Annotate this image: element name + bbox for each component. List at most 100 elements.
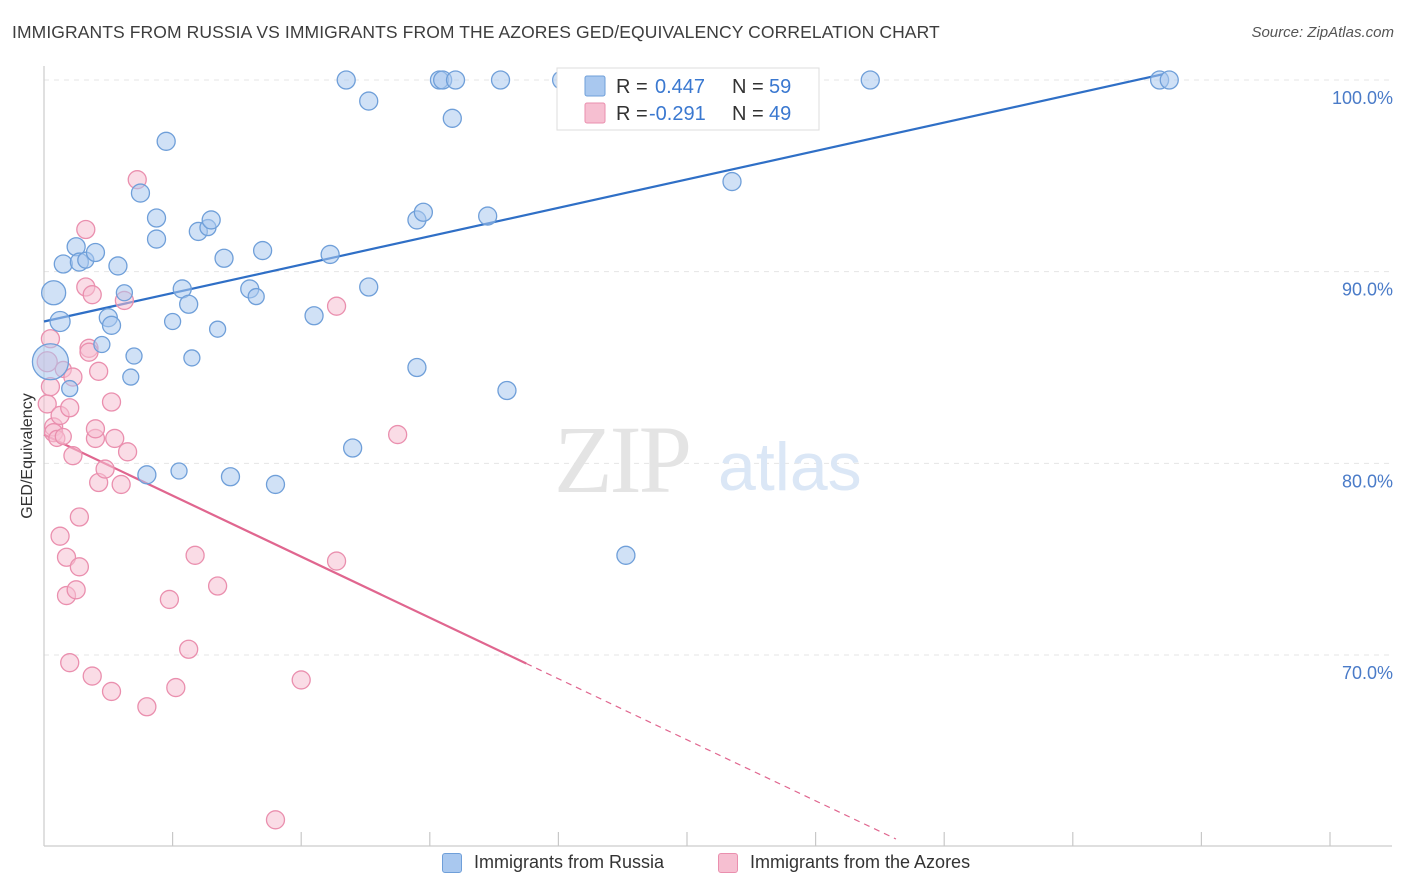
azores-point-40: [166, 677, 186, 698]
russia-point-18: [146, 229, 167, 249]
azores-point-17: [66, 580, 86, 600]
azores-point-46: [326, 551, 347, 571]
azores-trend-line: [43, 433, 527, 665]
azores-legend-swatch: [584, 102, 606, 124]
azores-point-32: [101, 681, 122, 702]
azores-point-19: [69, 557, 90, 577]
azores-n-value: 49: [769, 103, 791, 125]
azores-point-43: [207, 576, 228, 596]
russia-point-28: [201, 210, 221, 230]
azores-point-30: [95, 459, 115, 479]
azores-point-10: [54, 427, 72, 446]
azores-point-33: [105, 428, 125, 449]
russia-point-41: [359, 91, 379, 111]
legend-item-russia[interactable]: Immigrants from Russia: [442, 852, 664, 873]
russia-point-14: [122, 368, 140, 386]
chart-title: IMMIGRANTS FROM RUSSIA VS IMMIGRANTS FRO…: [12, 22, 940, 42]
russia-point-15: [125, 347, 143, 365]
stats-legend: R = 0.447 N = 59 R = -0.291 N = 49: [556, 67, 820, 131]
russia-point-19: [146, 208, 167, 228]
azores-r-label: R =: [616, 103, 648, 125]
azores-point-45: [291, 670, 311, 690]
russia-point-53: [616, 545, 636, 565]
series-legend: Immigrants from Russia Immigrants from t…: [0, 852, 1406, 878]
source-label: Source: ZipAtlas.com: [1251, 24, 1394, 41]
azores-point-38: [137, 697, 157, 717]
russia-r-value: 0.447: [655, 76, 705, 98]
azores-trend-line-extension: [525, 662, 897, 840]
russia-point-21: [163, 312, 182, 331]
legend-swatch-azores: [718, 852, 738, 873]
russia-point-1: [40, 280, 67, 306]
legend-label-russia: Immigrants from Russia: [474, 852, 665, 872]
azores-point-31: [101, 392, 122, 412]
azores-point-39: [159, 589, 180, 610]
russia-point-20: [156, 131, 176, 151]
chart-canvas: ZIP atlas 100.0%90.0%80.0%70.0% 0.0%40.0…: [19, 66, 1393, 847]
watermark-zip: ZIP: [554, 406, 689, 513]
russia-point-29: [208, 320, 227, 338]
russia-point-36: [304, 306, 324, 326]
russia-point-37: [320, 244, 340, 265]
azores-point-20: [76, 219, 96, 240]
y-tick-labels: 100.0% 90.0% 80.0% 70.0%: [1332, 88, 1393, 683]
azores-r-value: -0.291: [649, 103, 706, 125]
russia-point-2: [49, 310, 71, 333]
russia-point-9: [93, 335, 111, 354]
y-tick-label-0: 100.0%: [1332, 88, 1393, 108]
legend-item-azores[interactable]: Immigrants from the Azores: [718, 852, 970, 873]
russia-point-30: [214, 248, 234, 268]
russia-point-48: [445, 70, 466, 90]
russia-point-22: [170, 462, 188, 480]
azores-n-label: N =: [732, 103, 764, 125]
russia-point-42: [407, 357, 427, 378]
azores-point-42: [185, 545, 205, 565]
legend-swatch-russia: [442, 852, 462, 873]
russia-n-label: N =: [732, 76, 764, 98]
russia-point-33: [247, 287, 265, 306]
russia-point-0: [31, 343, 70, 381]
russia-point-58: [1159, 70, 1179, 90]
russia-point-4: [61, 379, 79, 398]
y-tick-label-3: 70.0%: [1342, 663, 1393, 683]
russia-point-12: [108, 256, 128, 276]
azores-point-47: [326, 296, 347, 316]
azores-point-34: [111, 474, 131, 495]
russia-point-47: [442, 108, 462, 128]
russia-point-34: [252, 240, 273, 261]
azores-point-29: [89, 361, 109, 381]
russia-point-11: [101, 315, 122, 335]
azores-point-18: [69, 507, 90, 527]
grid-lines: [44, 79, 1392, 656]
azores-point-36: [117, 442, 138, 462]
russia-point-13: [115, 284, 134, 302]
x-axis-ticks: [172, 832, 1331, 846]
azores-point-8: [50, 526, 70, 546]
russia-point-51: [497, 380, 517, 401]
axes: [43, 66, 1392, 847]
russia-point-38: [336, 70, 356, 90]
russia-trend-line: [43, 73, 1164, 323]
azores-point-41: [179, 639, 199, 659]
y-tick-label-2: 80.0%: [1342, 471, 1393, 491]
trend-lines: [43, 73, 1164, 840]
russia-n-value: 59: [769, 76, 791, 98]
russia-point-3: [53, 254, 73, 274]
russia-point-16: [130, 183, 151, 203]
watermark-atlas: atlas: [718, 429, 862, 505]
russia-point-39: [342, 438, 363, 458]
russia-point-24: [179, 294, 199, 314]
russia-point-54: [722, 171, 742, 192]
y-axis-label: GED/Equivalency: [19, 393, 36, 518]
russia-point-50: [490, 70, 511, 90]
azores-point-16: [63, 446, 83, 466]
azores-point-24: [82, 666, 102, 686]
russia-r-label: R =: [616, 76, 648, 98]
russia-point-31: [220, 467, 241, 487]
russia-point-8: [85, 242, 106, 263]
azores-point-14: [60, 398, 80, 418]
azores-point-27: [85, 419, 106, 439]
azores-point-48: [387, 424, 408, 445]
russia-point-40: [359, 277, 379, 297]
azores-point-13: [60, 653, 80, 673]
